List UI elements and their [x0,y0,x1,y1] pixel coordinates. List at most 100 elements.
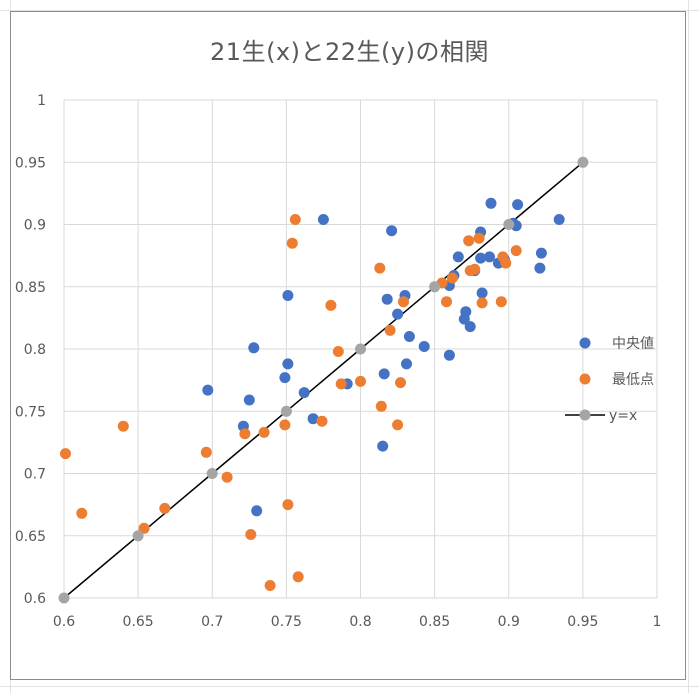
legend-marker [579,337,591,349]
x-tick-label: 0.75 [271,614,302,630]
data-point[interactable] [510,245,522,257]
data-point[interactable] [280,405,292,417]
chart-area[interactable] [10,11,686,680]
series-2-points [58,156,589,604]
data-point[interactable] [464,321,476,333]
data-point[interactable] [429,281,441,293]
data-point[interactable] [243,394,255,406]
data-point[interactable] [577,156,589,168]
data-point[interactable] [206,468,218,479]
data-point[interactable] [282,290,294,301]
data-point[interactable] [418,341,430,352]
data-point[interactable] [316,415,328,427]
data-point[interactable] [335,378,347,390]
data-point[interactable] [384,324,396,336]
data-point[interactable] [286,237,298,249]
data-point[interactable] [512,199,524,211]
gridlines [63,99,658,599]
y-tick-label: 0.65 [15,529,46,545]
data-point[interactable] [446,272,458,284]
data-point[interactable] [279,372,291,384]
data-point[interactable] [355,343,366,355]
data-point[interactable] [452,251,464,263]
data-point[interactable] [159,502,171,514]
x-axis-ticks: 0.6 0.65 0.7 0.75 0.8 0.85 0.9 0.95 1 [53,614,662,630]
data-point[interactable] [378,368,390,380]
data-point[interactable] [398,296,409,308]
series-0-points [202,197,565,517]
data-point[interactable] [403,331,415,342]
data-point[interactable] [473,232,485,244]
data-point[interactable] [495,296,507,308]
legend-label: y=x [609,408,637,424]
series-1-points [60,214,522,591]
data-point[interactable] [476,297,488,309]
legend-marker [579,409,591,421]
data-point[interactable] [298,387,310,399]
data-point[interactable] [60,448,71,460]
data-point[interactable] [307,413,319,425]
data-point[interactable] [469,263,481,275]
data-point[interactable] [375,400,387,412]
x-tick-label: 0.9 [498,614,520,630]
data-points [58,156,589,604]
y-tick-label: 1 [37,93,46,109]
data-point[interactable] [535,247,547,259]
legend-label: 中央値 [612,336,654,352]
data-point[interactable] [332,346,344,357]
data-point[interactable] [534,262,546,274]
data-point[interactable] [441,296,452,308]
data-point[interactable] [202,384,214,396]
data-point[interactable] [289,214,301,225]
data-point[interactable] [377,440,389,452]
data-point[interactable] [381,293,393,305]
legend-item[interactable]: 最低点 [579,372,655,388]
data-point[interactable] [325,299,337,311]
data-point[interactable] [279,419,291,431]
data-point[interactable] [463,235,475,247]
data-point[interactable] [317,214,329,225]
data-point[interactable] [503,219,515,230]
data-point[interactable] [221,471,233,483]
data-point[interactable] [460,306,472,318]
data-point[interactable] [200,446,212,458]
data-point[interactable] [553,214,565,225]
data-point[interactable] [76,507,88,519]
data-point[interactable] [264,580,276,591]
identity-line [63,161,584,599]
data-point[interactable] [245,529,257,540]
legend-item[interactable]: y=x [565,408,637,424]
data-point[interactable] [392,308,404,320]
chart-title: 21生(x)と22生(y)の相関 [210,38,489,66]
y-tick-label: 0.75 [15,404,46,420]
data-point[interactable] [484,251,495,263]
data-point[interactable] [392,419,404,431]
data-point[interactable] [401,358,412,370]
data-point[interactable] [239,428,251,440]
data-point[interactable] [292,571,304,583]
x-tick-label: 0.65 [123,614,154,630]
data-point[interactable] [443,349,455,361]
data-point[interactable] [138,522,150,534]
data-point[interactable] [485,197,497,209]
data-point[interactable] [58,592,70,604]
y-tick-label: 0.8 [24,342,46,358]
data-point[interactable] [282,499,294,511]
data-point[interactable] [282,358,294,370]
data-point[interactable] [132,530,144,542]
x-tick-label: 1 [653,614,662,630]
data-point[interactable] [355,375,366,387]
data-point[interactable] [476,287,488,299]
data-point[interactable] [386,225,398,237]
data-point[interactable] [500,257,512,269]
data-point[interactable] [374,262,386,274]
data-point[interactable] [117,420,129,432]
legend-item[interactable]: 中央値 [579,336,655,352]
data-point[interactable] [395,377,406,389]
data-point[interactable] [475,252,487,264]
data-point[interactable] [258,426,270,438]
data-point[interactable] [251,505,263,517]
data-point[interactable] [248,342,260,354]
